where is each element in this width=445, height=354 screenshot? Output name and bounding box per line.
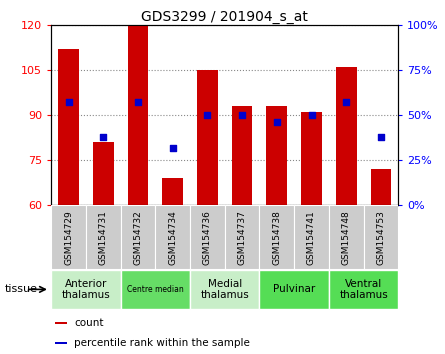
Text: Pulvinar: Pulvinar <box>273 284 315 295</box>
Bar <box>155 205 190 269</box>
Point <box>100 134 107 139</box>
Bar <box>197 70 218 205</box>
Point <box>377 134 384 139</box>
Point <box>239 112 246 118</box>
Bar <box>232 106 252 205</box>
Bar <box>371 169 391 205</box>
Text: GSM154734: GSM154734 <box>168 210 177 264</box>
Bar <box>301 112 322 205</box>
Bar <box>128 25 148 205</box>
Point <box>204 112 211 118</box>
Text: GSM154741: GSM154741 <box>307 210 316 264</box>
Bar <box>93 142 113 205</box>
Bar <box>336 67 356 205</box>
Text: Centre median: Centre median <box>127 285 184 294</box>
Bar <box>55 322 68 324</box>
Text: percentile rank within the sample: percentile rank within the sample <box>74 338 250 348</box>
Text: GSM154738: GSM154738 <box>272 210 281 265</box>
Bar <box>190 205 225 269</box>
Text: Anterior
thalamus: Anterior thalamus <box>61 279 110 300</box>
Text: GSM154753: GSM154753 <box>376 210 385 265</box>
Bar <box>259 270 329 309</box>
Point <box>273 119 280 125</box>
Bar <box>51 270 121 309</box>
Bar <box>162 178 183 205</box>
Bar <box>294 205 329 269</box>
Point <box>134 99 142 105</box>
Text: Medial
thalamus: Medial thalamus <box>200 279 249 300</box>
Text: count: count <box>74 318 104 328</box>
Text: GSM154748: GSM154748 <box>342 210 351 264</box>
Bar <box>329 205 364 269</box>
Bar <box>51 205 86 269</box>
Bar <box>55 342 68 344</box>
Bar <box>86 205 121 269</box>
Text: GSM154732: GSM154732 <box>134 210 142 264</box>
Text: Ventral
thalamus: Ventral thalamus <box>339 279 388 300</box>
Text: GSM154736: GSM154736 <box>203 210 212 265</box>
Point <box>65 99 72 105</box>
Bar <box>121 205 155 269</box>
Point <box>308 112 315 118</box>
Bar <box>190 270 259 309</box>
Bar <box>329 270 398 309</box>
Bar <box>267 106 287 205</box>
Point <box>343 99 350 105</box>
Text: GSM154737: GSM154737 <box>238 210 247 265</box>
Point <box>169 145 176 150</box>
Bar <box>259 205 294 269</box>
Bar <box>58 49 79 205</box>
Text: GSM154729: GSM154729 <box>64 210 73 264</box>
Bar <box>364 205 398 269</box>
Bar <box>121 270 190 309</box>
Text: GSM154731: GSM154731 <box>99 210 108 265</box>
Bar <box>225 205 259 269</box>
Text: tissue: tissue <box>4 284 37 295</box>
Title: GDS3299 / 201904_s_at: GDS3299 / 201904_s_at <box>142 10 308 24</box>
